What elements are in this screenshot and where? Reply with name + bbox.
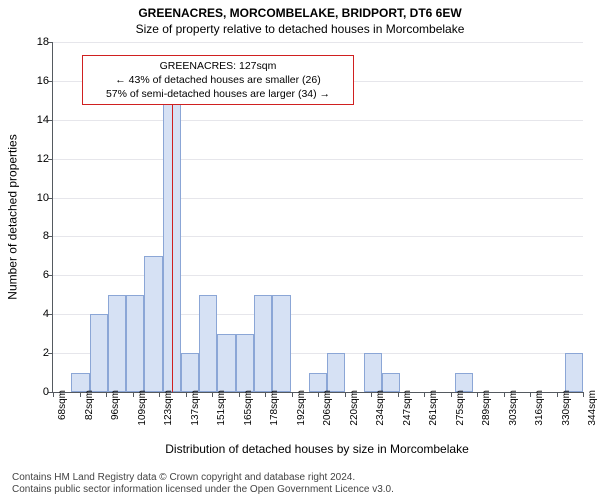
x-tick-label: 96sqm: [111, 390, 121, 440]
x-tick-mark: [557, 392, 558, 397]
y-axis-label: Number of detached properties: [6, 134, 20, 299]
x-tick-label: 261sqm: [429, 390, 439, 440]
histogram-bar: [108, 295, 126, 392]
x-tick-label: 68sqm: [58, 390, 68, 440]
x-tick-mark: [424, 392, 425, 397]
x-tick-mark: [398, 392, 399, 397]
x-axis-label: Distribution of detached houses by size …: [52, 442, 582, 456]
footer-line1: Contains HM Land Registry data © Crown c…: [12, 472, 394, 484]
y-tick-label: 18: [27, 37, 49, 47]
x-tick-mark: [504, 392, 505, 397]
gridline: [53, 42, 583, 43]
x-tick-label: 316sqm: [535, 390, 545, 440]
x-tick-mark: [80, 392, 81, 397]
annotation-line2: ← 43% of detached houses are smaller (26…: [89, 73, 347, 87]
gridline: [53, 159, 583, 160]
histogram-bar: [90, 314, 108, 392]
footer-line2: Contains public sector information licen…: [12, 484, 394, 496]
gridline: [53, 275, 583, 276]
x-tick-mark: [186, 392, 187, 397]
y-tick-label: 4: [27, 309, 49, 319]
histogram-bar: [199, 295, 217, 392]
x-tick-mark: [451, 392, 452, 397]
x-tick-label: 123sqm: [164, 390, 174, 440]
x-tick-label: 234sqm: [376, 390, 386, 440]
x-tick-mark: [159, 392, 160, 397]
title-sub: Size of property relative to detached ho…: [0, 22, 600, 36]
x-tick-label: 137sqm: [191, 390, 201, 440]
y-tick-label: 2: [27, 348, 49, 358]
y-tick-label: 14: [27, 115, 49, 125]
property-marker-line: [172, 100, 173, 392]
x-tick-mark: [318, 392, 319, 397]
x-tick-mark: [371, 392, 372, 397]
x-tick-label: 206sqm: [323, 390, 333, 440]
histogram-bar: [364, 353, 382, 392]
histogram-bar: [565, 353, 583, 392]
x-tick-mark: [212, 392, 213, 397]
title-main: GREENACRES, MORCOMBELAKE, BRIDPORT, DT6 …: [0, 6, 600, 20]
y-tick-label: 10: [27, 193, 49, 203]
y-tick-label: 6: [27, 270, 49, 280]
y-tick-label: 16: [27, 76, 49, 86]
x-tick-label: 220sqm: [350, 390, 360, 440]
x-tick-label: 289sqm: [482, 390, 492, 440]
chart-container: GREENACRES, MORCOMBELAKE, BRIDPORT, DT6 …: [0, 0, 600, 500]
x-tick-label: 344sqm: [588, 390, 598, 440]
x-tick-label: 275sqm: [456, 390, 466, 440]
gridline: [53, 198, 583, 199]
histogram-bar: [272, 295, 290, 392]
x-tick-label: 330sqm: [562, 390, 572, 440]
footer: Contains HM Land Registry data © Crown c…: [12, 472, 394, 496]
x-tick-label: 192sqm: [297, 390, 307, 440]
y-tick-label: 0: [27, 387, 49, 397]
x-tick-mark: [292, 392, 293, 397]
x-tick-mark: [106, 392, 107, 397]
histogram-bar: [126, 295, 144, 392]
gridline: [53, 236, 583, 237]
x-tick-label: 151sqm: [217, 390, 227, 440]
x-tick-label: 109sqm: [138, 390, 148, 440]
histogram-bar: [254, 295, 272, 392]
x-tick-mark: [133, 392, 134, 397]
annotation-box: GREENACRES: 127sqm ← 43% of detached hou…: [82, 55, 354, 105]
x-tick-mark: [530, 392, 531, 397]
histogram-bar: [181, 353, 199, 392]
annotation-line1: GREENACRES: 127sqm: [89, 59, 347, 73]
x-tick-mark: [239, 392, 240, 397]
y-tick-label: 12: [27, 154, 49, 164]
y-axis-label-wrap: Number of detached properties: [6, 42, 20, 392]
x-tick-mark: [477, 392, 478, 397]
x-tick-label: 165sqm: [244, 390, 254, 440]
x-tick-label: 303sqm: [509, 390, 519, 440]
histogram-bar: [327, 353, 345, 392]
x-tick-mark: [345, 392, 346, 397]
x-tick-mark: [53, 392, 54, 397]
x-tick-label: 82sqm: [85, 390, 95, 440]
gridline: [53, 120, 583, 121]
x-tick-label: 247sqm: [403, 390, 413, 440]
x-tick-mark: [265, 392, 266, 397]
histogram-bar: [236, 334, 254, 392]
x-tick-mark: [583, 392, 584, 397]
histogram-bar: [217, 334, 235, 392]
histogram-bar: [144, 256, 162, 392]
y-tick-label: 8: [27, 231, 49, 241]
annotation-line3: 57% of semi-detached houses are larger (…: [89, 87, 347, 101]
x-tick-label: 178sqm: [270, 390, 280, 440]
